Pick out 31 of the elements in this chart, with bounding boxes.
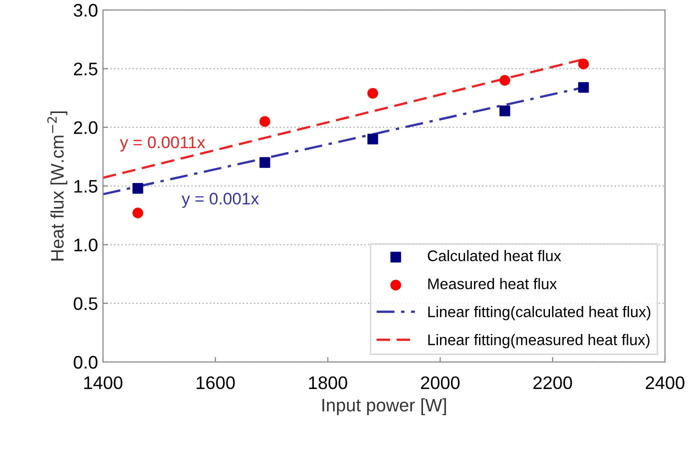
y-tick-label: 1.5 (74, 180, 98, 193)
annotation: y = 0.0011x (120, 136, 206, 152)
y-tick-label: 0.5 (74, 297, 98, 310)
point (260, 157, 270, 168)
legend-label: Calculated heat flux (428, 250, 562, 262)
x-tick-label: 1600 (196, 376, 235, 390)
y-tick-label: 3.0 (74, 4, 98, 17)
point (578, 82, 589, 93)
x-axis-title: Input power [W] (322, 398, 446, 416)
x-tick-label: 2400 (646, 376, 684, 390)
x-tick-label: 1800 (309, 376, 348, 390)
point (132, 208, 144, 218)
point (499, 106, 510, 116)
point (367, 88, 378, 99)
x-tick-label: 2200 (533, 376, 572, 390)
y-axis-title: Heat flux [W.cm$^{−2}$] (47, 111, 68, 260)
point (132, 182, 144, 194)
point (260, 116, 270, 127)
y-tick-label: 2.5 (74, 62, 98, 76)
x-tick-label: 1400 (84, 376, 122, 390)
annotation: y = 0.001x (182, 192, 259, 208)
y-tick-label: 0.0 (74, 356, 98, 369)
legend-label: Linear fitting(measured heat flux) (428, 334, 650, 348)
point (578, 58, 589, 70)
y-tick-label: 1.0 (74, 238, 98, 252)
point (367, 134, 378, 144)
point (499, 75, 510, 86)
x-tick-label: 2000 (421, 376, 460, 390)
legend-label: Linear fitting(calculated heat flux) (428, 306, 650, 320)
legend-label: Measured heat flux (428, 278, 557, 290)
y-tick-label: 2.0 (74, 121, 98, 134)
